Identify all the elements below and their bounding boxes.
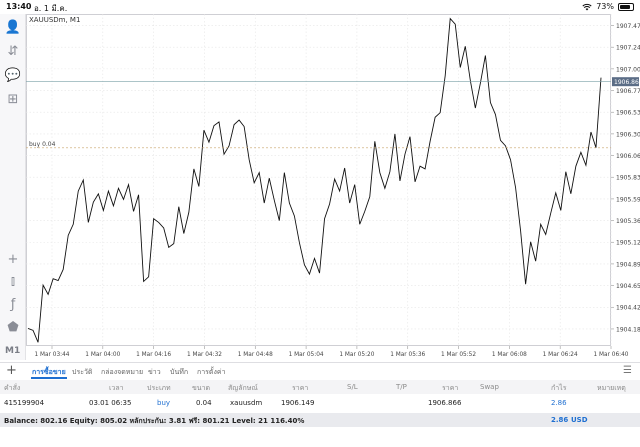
panel-menu-icon[interactable]: ☰ <box>623 365 632 376</box>
col-price-open: ราคา <box>292 384 309 392</box>
x-tick-label: 1 Mar 05:04 <box>289 352 324 358</box>
battery-fill <box>620 4 631 9</box>
x-tick-label: 1 Mar 06:40 <box>593 352 628 358</box>
level-layer: buy 0.04 1906.866 <box>26 77 640 149</box>
y-tick-label: 1905.830 <box>616 175 640 182</box>
table-row[interactable]: 415199904 03.01 06:35 buy 0.04 xauusdm 1… <box>0 396 640 410</box>
cell-profit: 2.86 <box>551 399 567 407</box>
cell-time: 03.01 06:35 <box>89 399 132 407</box>
balance-bar: Balance: 802.16 Equity: 805.02 หลักประกั… <box>0 413 640 427</box>
y-tick-label: 1904.185 <box>616 326 640 333</box>
chat-icon[interactable]: 💬 <box>4 67 22 83</box>
status-bar: 13:40 อ. 1 มี.ค. 73% <box>0 0 640 14</box>
balance-currency: USD <box>571 416 588 424</box>
y-tick-label: 1904.655 <box>616 283 640 290</box>
status-right: 73% <box>582 2 634 11</box>
tab-journal[interactable]: บันทึก <box>170 368 189 376</box>
tab-settings[interactable]: การตั้งค่า <box>197 368 226 376</box>
timeframe-button[interactable]: M1 <box>5 346 21 356</box>
x-tick-label: 1 Mar 05:36 <box>390 352 425 358</box>
x-tick-label: 1 Mar 04:32 <box>187 352 222 358</box>
y-tick-label: 1906.065 <box>616 153 640 160</box>
trade-icon[interactable]: ⇵ <box>7 43 19 59</box>
wifi-icon <box>582 3 592 10</box>
col-tp: T/P <box>396 383 407 391</box>
battery-icon <box>618 2 634 11</box>
current-price-label: 1906.866 <box>614 79 640 86</box>
x-tick-label: 1 Mar 04:16 <box>136 352 171 358</box>
y-tick-label: 1905.595 <box>616 196 640 203</box>
x-tick-label: 1 Mar 03:44 <box>34 352 69 358</box>
y-tick-label: 1904.420 <box>616 305 640 312</box>
line-layer <box>27 17 602 343</box>
y-tick-label: 1907.240 <box>616 45 640 52</box>
chart-svg[interactable]: buy 0.04 1906.866 1907.475 1907.240 1907.00… <box>26 14 640 360</box>
status-date: อ. 1 มี.ค. <box>34 4 68 13</box>
price-series-line <box>27 17 602 343</box>
tab-news[interactable]: ข่าว <box>148 368 161 376</box>
trade-table-header: คำสั่ง เวลา ประเภท ขนาด สัญลักษณ์ ราคา S… <box>0 380 640 394</box>
col-symbol: สัญลักษณ์ <box>228 384 258 392</box>
col-comment: หมายเหตุ <box>597 384 626 392</box>
cell-volume: 0.04 <box>196 399 212 407</box>
current-price-tag <box>612 77 639 87</box>
cell-order: 415199904 <box>4 399 45 407</box>
cell-price-open: 1906.149 <box>281 399 315 407</box>
x-tick-label: 1 Mar 05:20 <box>339 352 374 358</box>
col-price-current: ราคา <box>442 384 459 392</box>
y-tick-label: 1905.125 <box>616 240 640 247</box>
cell-type: buy <box>157 399 171 407</box>
col-order: คำสั่ง <box>4 384 21 392</box>
balance-profit: 2.86 <box>551 416 569 424</box>
new-order-icon[interactable]: ⊞ <box>7 91 19 107</box>
cell-price-current: 1906.866 <box>428 399 462 407</box>
tab-history[interactable]: ประวัติ <box>72 368 93 376</box>
active-tab-underline <box>31 377 67 379</box>
col-profit: กำไร <box>551 384 567 392</box>
col-time: เวลา <box>109 384 124 392</box>
x-tick-label: 1 Mar 05:52 <box>441 352 476 358</box>
candlestick-icon[interactable]: ⫾ <box>10 273 16 289</box>
indicator-icon[interactable]: ƒ <box>10 296 16 312</box>
y-tick-label: 1907.475 <box>616 23 640 30</box>
plot-border <box>26 14 611 346</box>
x-tick-label: 1 Mar 04:00 <box>85 352 120 358</box>
y-tick-label: 1904.890 <box>616 261 640 268</box>
price-chart[interactable]: buy 0.04 1906.866 1907.475 1907.240 1907.00… <box>26 14 640 360</box>
crosshair-icon[interactable]: + <box>7 251 19 267</box>
x-tick-label: 1 Mar 06:08 <box>492 352 527 358</box>
col-sl: S/L <box>347 383 358 391</box>
y-tick-label: 1905.360 <box>616 218 640 225</box>
tab-mailbox[interactable]: กล่องจดหมาย <box>101 368 144 376</box>
bottom-tabs: + การซื้อขาย ประวัติ กล่องจดหมาย ข่าว บั… <box>0 362 640 379</box>
tab-trade[interactable]: การซื้อขาย <box>32 368 66 376</box>
grid-layer <box>26 14 612 346</box>
balance-summary: Balance: 802.16 Equity: 805.02 หลักประกั… <box>4 417 305 425</box>
add-icon[interactable]: + <box>6 363 17 378</box>
col-type: ประเภท <box>147 384 171 392</box>
account-icon[interactable]: 👤 <box>4 19 22 35</box>
objects-icon[interactable]: ⬟ <box>7 319 19 335</box>
col-volume: ขนาด <box>192 384 211 392</box>
y-tick-label: 1906.535 <box>616 110 640 117</box>
cell-symbol: xauusdm <box>230 399 263 407</box>
y-tick-label: 1906.770 <box>616 88 640 95</box>
buy-level-label: buy 0.04 <box>29 141 56 148</box>
y-tick-label: 1907.005 <box>616 66 640 73</box>
x-tick-label: 1 Mar 04:48 <box>238 352 273 358</box>
col-swap: Swap <box>480 383 499 391</box>
chart-symbol-label: XAUUSDm, M1 <box>29 16 81 24</box>
left-toolbar: 👤 ⇵ 💬 ⊞ + ⫾ ƒ ⬟ M1 <box>0 14 26 360</box>
status-time: 13:40 <box>6 2 32 11</box>
battery-text: 73% <box>596 2 614 11</box>
axis-layer: 1907.475 1907.240 1907.005 1906.770 1906.535… <box>34 23 640 358</box>
x-tick-label: 1 Mar 06:24 <box>543 352 578 358</box>
y-tick-label: 1906.300 <box>616 131 640 138</box>
